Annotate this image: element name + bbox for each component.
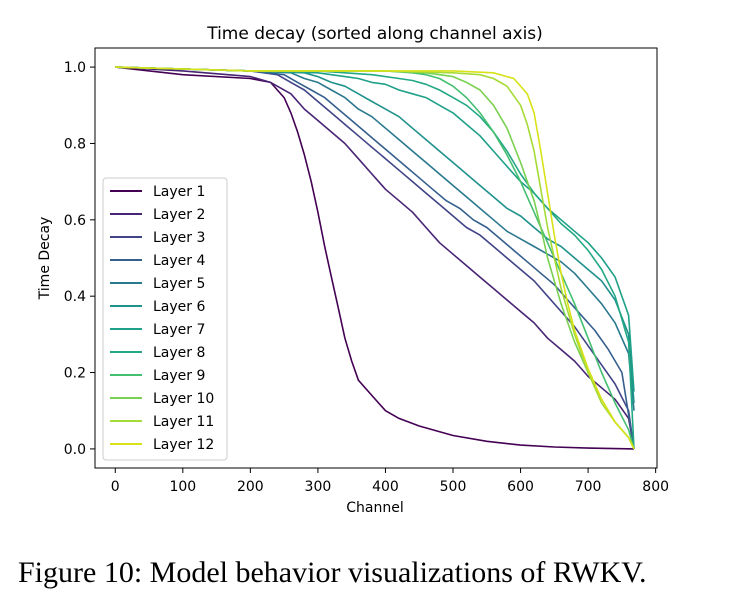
legend-entry: Layer 3 [153, 230, 205, 246]
y-tick-label: 0.0 [64, 442, 86, 458]
y-tick-label: 0.6 [64, 213, 86, 229]
x-tick-label: 200 [237, 479, 264, 495]
x-tick-label: 600 [507, 479, 534, 495]
legend-entry: Layer 6 [153, 299, 205, 315]
x-tick-label: 100 [169, 479, 196, 495]
y-axis-label: Time Decay [37, 217, 53, 301]
legend-entry: Layer 5 [153, 276, 205, 292]
figure-caption: Figure 10: Model behavior visualizations… [18, 556, 647, 589]
series-line-layer-4 [115, 66, 635, 450]
x-tick-label: 700 [575, 479, 602, 495]
legend-entry: Layer 4 [153, 253, 205, 269]
legend-entry: Layer 11 [153, 414, 214, 430]
series-line-layer-12 [115, 66, 635, 450]
y-tick-label: 1.0 [64, 60, 86, 76]
legend-entry: Layer 8 [153, 345, 205, 361]
series-line-layer-3 [115, 66, 635, 450]
series-line-layer-2 [115, 66, 635, 450]
legend-entry: Layer 10 [153, 391, 214, 407]
legend-entry: Layer 7 [153, 322, 205, 338]
legend-box [102, 177, 228, 461]
plot-frame [94, 47, 658, 469]
legend-entry: Layer 1 [153, 184, 205, 200]
y-tick-label: 0.2 [64, 366, 86, 382]
legend-entry: Layer 2 [153, 207, 205, 223]
series-line-layer-6 [115, 66, 635, 404]
x-axis-label: Channel [346, 500, 403, 516]
x-tick-label: 0 [111, 479, 120, 495]
y-tick-label: 0.8 [64, 136, 86, 152]
y-tick-label: 0.4 [64, 289, 86, 305]
legend-entry: Layer 9 [153, 368, 205, 384]
series-line-layer-7 [115, 66, 635, 392]
x-axis-ticks: 0 100 200 300 400 500 600 700 800 [111, 468, 669, 495]
x-tick-label: 300 [305, 479, 332, 495]
chart-title: Time decay (sorted along channel axis) [206, 24, 543, 44]
legend: Layer 1 Layer 2 Layer 3 Layer 4 Layer 5 Layer… [102, 177, 228, 461]
series-line-layer-1 [115, 66, 635, 450]
series-line-layer-5 [115, 66, 635, 411]
series-line-layer-8 [115, 66, 635, 449]
x-tick-label: 800 [642, 479, 669, 495]
legend-entry: Layer 12 [153, 437, 214, 453]
x-tick-label: 400 [372, 479, 399, 495]
x-tick-label: 500 [440, 479, 467, 495]
y-axis-ticks: 0.0 0.2 0.4 0.6 0.8 1.0 [64, 60, 95, 458]
series-layer [115, 66, 635, 450]
